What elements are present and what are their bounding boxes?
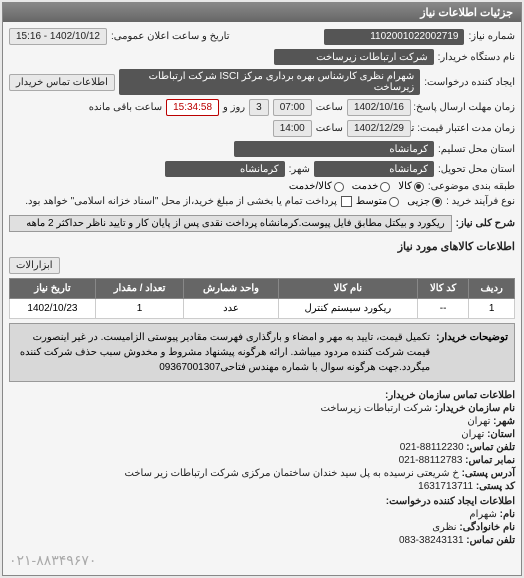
- fax-value: 88112783-021: [399, 455, 463, 466]
- name-value: شهرام: [469, 509, 496, 520]
- items-table: ردیف کد کالا نام کالا واحد شمارش تعداد /…: [9, 278, 515, 319]
- time-remain-field: 15:34:58: [166, 99, 219, 116]
- treasury-checkbox[interactable]: [341, 196, 352, 207]
- table-header-row: ردیف کد کالا نام کالا واحد شمارش تعداد /…: [10, 279, 515, 299]
- budget-radio-group: کالا خدمت کالا/خدمت: [289, 181, 424, 192]
- price-validity-label: زمان مدت اعتبار قیمت: تا تاریخ:: [415, 123, 515, 134]
- cell-code: --: [417, 299, 468, 319]
- announce-field: 1402/10/12 - 15:16: [9, 28, 107, 45]
- delivery-prov-label: استان محل تحویل:: [438, 164, 515, 175]
- buyer-note-text: تکمیل قیمت، تایید به مهر و امضاء و بارگذ…: [16, 330, 430, 375]
- phone-label: تلفن تماس:: [466, 442, 515, 453]
- city-label: شهر:: [493, 416, 515, 427]
- items-title: اطلاعات کالاهای مورد نیاز: [9, 240, 515, 253]
- proc-note: پرداخت تمام یا بخشی از مبلغ خرید،از محل …: [25, 196, 337, 207]
- city-value: تهران: [467, 416, 490, 427]
- time-suffix: ساعت باقی مانده: [89, 102, 162, 113]
- cell-unit: عدد: [184, 299, 279, 319]
- location-label: استان محل تسلیم:: [438, 144, 515, 155]
- buyer-note-label: توضیحات خریدار:: [436, 330, 508, 375]
- delivery-city-label: شهر:: [289, 164, 310, 175]
- cell-index: 1: [469, 299, 515, 319]
- announce-label: تاریخ و ساعت اعلان عمومی:: [111, 31, 230, 42]
- proc-radio-minor[interactable]: جزیی: [407, 196, 442, 207]
- col-qty: تعداد / مقدار: [95, 279, 183, 299]
- name-label: نام:: [500, 509, 515, 520]
- budget-opt-a: کالا: [398, 181, 412, 192]
- radio-icon: [334, 182, 344, 192]
- surname-label: نام خانوادگی:: [459, 522, 515, 533]
- budget-opt-c: کالا/خدمت: [289, 181, 332, 192]
- postal-value: 1631713711: [418, 481, 473, 492]
- proc-radio-medium[interactable]: متوسط: [356, 196, 399, 207]
- panel-body: شماره نیاز: 1102001022002719 تاریخ و ساع…: [3, 22, 521, 575]
- budget-radio-kala[interactable]: کالا: [398, 181, 424, 192]
- requester-field: شهرام نظری کارشناس بهره برداری مرکز ISCI…: [119, 69, 420, 95]
- phone2-value: 38243131-083: [399, 535, 464, 546]
- radio-icon: [432, 197, 442, 207]
- col-code: کد کالا: [417, 279, 468, 299]
- footer-phone: ۰۲۱-۸۸۳۴۹۶۷۰: [9, 552, 515, 569]
- days-remain-field: 3: [249, 99, 269, 116]
- proc-opt-a: جزیی: [407, 196, 430, 207]
- buyer-org-field: شرکت ارتباطات زیرساخت: [274, 49, 434, 65]
- address-value: خ شریعتی نرسیده به پل سید خندان ساختمان …: [125, 468, 459, 479]
- cell-qty: 1: [95, 299, 183, 319]
- contact-org-value: شرکت ارتباطات زیرساخت: [321, 403, 432, 414]
- postal-label: کد پستی:: [476, 481, 515, 492]
- radio-icon: [380, 182, 390, 192]
- reply-time-field: 07:00: [273, 99, 312, 116]
- location-field: کرمانشاه: [234, 141, 434, 157]
- request-number-label: شماره نیاز:: [468, 31, 515, 42]
- delivery-city-field: کرمانشاه: [165, 161, 285, 177]
- contact-title: اطلاعات تماس سازمان خریدار:: [385, 390, 515, 401]
- province-label: استان:: [487, 429, 515, 440]
- desc-field: ریکورد و بیکتل مطابق فایل پیوست.کرمانشاه…: [9, 215, 452, 232]
- col-unit: واحد شمارش: [184, 279, 279, 299]
- phone2-label: تلفن تماس:: [466, 535, 515, 546]
- desc-label: شرح کلی نیاز:: [456, 218, 515, 229]
- col-index: ردیف: [469, 279, 515, 299]
- col-name: نام کالا: [278, 279, 417, 299]
- tools-label: ابزارالات: [9, 257, 60, 274]
- surname-value: نظری: [432, 522, 456, 533]
- price-validity-time: 14:00: [273, 120, 312, 137]
- cell-date: 1402/10/23: [10, 299, 96, 319]
- price-validity-time-label: ساعت: [316, 123, 343, 134]
- delivery-prov-field: کرمانشاه: [314, 161, 434, 177]
- radio-icon: [389, 197, 399, 207]
- fax-label: نمابر تماس:: [465, 455, 515, 466]
- proc-type-label: نوع فرآیند خرید :: [446, 196, 515, 207]
- contact-info-section: اطلاعات تماس سازمان خریدار: نام سازمان خ…: [9, 390, 515, 546]
- reply-deadline-label: زمان مهلت ارسال پاسخ: تا تاریخ:: [415, 102, 515, 113]
- table-row[interactable]: 1 -- ریکورد سیستم کنترل عدد 1 1402/10/23: [10, 299, 515, 319]
- budget-opt-b: خدمت: [352, 181, 379, 192]
- days-suffix: روز و: [223, 102, 245, 113]
- reply-date-field: 1402/10/16: [347, 99, 411, 116]
- budget-type-label: طبقه بندی موضوعی:: [428, 181, 515, 192]
- reply-time-label: ساعت: [316, 102, 343, 113]
- contact-org-label: نام سازمان خریدار:: [435, 403, 515, 414]
- creator-title: اطلاعات ایجاد کننده درخواست:: [386, 496, 515, 507]
- col-date: تاریخ نیاز: [10, 279, 96, 299]
- contact-button[interactable]: اطلاعات تماس خریدار: [9, 74, 115, 91]
- requester-label: ایجاد کننده درخواست:: [424, 77, 515, 88]
- address-label: آدرس پستی:: [462, 468, 515, 479]
- panel-title: جزئیات اطلاعات نیاز: [3, 3, 521, 22]
- cell-name: ریکورد سیستم کنترل: [278, 299, 417, 319]
- buyer-org-label: نام دستگاه خریدار:: [438, 52, 515, 63]
- proc-radio-group: جزیی متوسط: [356, 196, 442, 207]
- proc-opt-b: متوسط: [356, 196, 387, 207]
- budget-radio-khedmat[interactable]: خدمت: [352, 181, 391, 192]
- request-number-field: 1102001022002719: [324, 29, 464, 45]
- radio-icon: [414, 182, 424, 192]
- details-panel: جزئیات اطلاعات نیاز شماره نیاز: 11020010…: [2, 2, 522, 576]
- province-value: تهران: [461, 429, 484, 440]
- price-validity-date: 1402/12/29: [347, 120, 411, 137]
- phone-value: 88112230-021: [400, 442, 464, 453]
- buyer-note-box: توضیحات خریدار: تکمیل قیمت، تایید به مهر…: [9, 323, 515, 382]
- budget-radio-both[interactable]: کالا/خدمت: [289, 181, 344, 192]
